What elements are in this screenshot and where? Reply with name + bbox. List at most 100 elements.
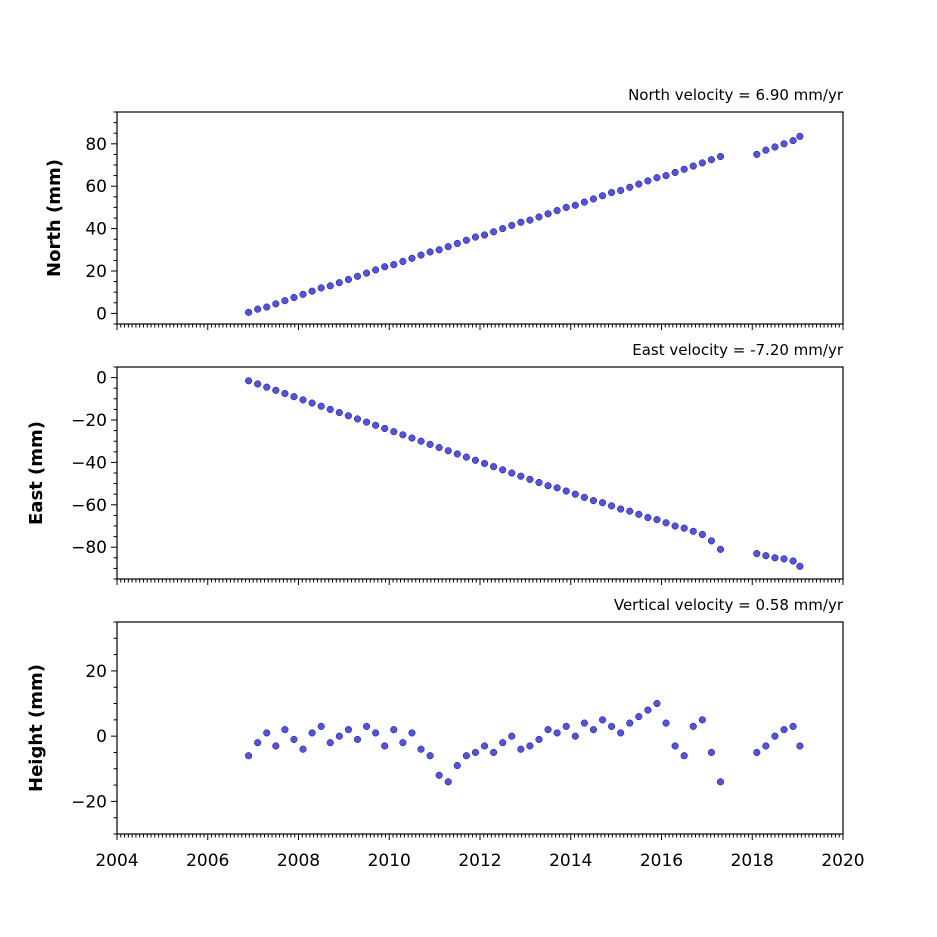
north-y-tick-label: 60 bbox=[85, 177, 107, 197]
east-panel: East velocity = -7.20 mm/yr East (mm) 0 −… bbox=[26, 341, 844, 585]
height-data-point bbox=[789, 722, 797, 730]
east-data-point bbox=[499, 466, 507, 474]
east-data-point bbox=[598, 499, 607, 507]
north-data-point bbox=[789, 137, 797, 145]
north-data-point bbox=[326, 282, 334, 290]
height-data-point bbox=[698, 716, 706, 724]
east-x-ticks bbox=[116, 579, 844, 585]
north-data-point bbox=[263, 303, 271, 311]
north-data-point bbox=[490, 228, 498, 236]
east-data-point bbox=[571, 490, 579, 498]
east-data-point bbox=[762, 552, 770, 560]
north-data-point bbox=[598, 192, 607, 200]
north-data-point bbox=[698, 159, 706, 167]
east-data-point bbox=[480, 459, 489, 468]
height-panel-title: Vertical velocity = 0.58 mm/yr bbox=[614, 596, 844, 614]
height-data-point bbox=[535, 735, 543, 743]
height-data-point bbox=[299, 745, 307, 753]
east-data-point bbox=[281, 389, 289, 398]
height-data-point bbox=[245, 752, 253, 760]
east-data-point bbox=[290, 393, 298, 401]
height-data-point bbox=[317, 722, 325, 730]
north-y-ticks: 0 20 40 60 80 bbox=[85, 111, 117, 325]
north-data-point bbox=[290, 293, 298, 302]
east-data-point bbox=[317, 402, 325, 410]
north-data-point bbox=[272, 300, 280, 308]
north-data-point bbox=[680, 165, 688, 173]
east-data-point bbox=[771, 554, 779, 562]
east-data-point bbox=[381, 424, 389, 433]
north-data-point bbox=[535, 213, 543, 221]
height-data-point bbox=[326, 739, 334, 747]
height-data-point bbox=[353, 735, 362, 743]
height-data-point bbox=[517, 745, 525, 753]
north-data-point bbox=[571, 201, 579, 209]
height-data-point bbox=[399, 739, 407, 747]
height-y-tick-label: −20 bbox=[71, 792, 107, 812]
height-data-point bbox=[762, 742, 770, 750]
east-data-point bbox=[254, 380, 262, 388]
x-tick-label: 2008 bbox=[277, 851, 320, 871]
north-x-ticks bbox=[116, 324, 844, 330]
height-data-point bbox=[335, 732, 343, 740]
height-data-point bbox=[562, 722, 570, 730]
east-data-point bbox=[399, 431, 407, 439]
east-data-point bbox=[490, 463, 498, 471]
east-data-point bbox=[417, 437, 425, 445]
height-data-point bbox=[707, 748, 715, 757]
x-tick-label: 2012 bbox=[458, 851, 501, 871]
east-data-point bbox=[544, 482, 552, 490]
north-data-point bbox=[462, 236, 470, 244]
east-data-point bbox=[508, 469, 516, 477]
height-data-point bbox=[580, 719, 588, 727]
height-data-point bbox=[272, 742, 280, 750]
height-data-point bbox=[363, 722, 371, 730]
north-data-point bbox=[390, 261, 398, 269]
height-data-point bbox=[771, 732, 779, 740]
east-data-point bbox=[662, 519, 670, 527]
height-data-point bbox=[598, 716, 607, 724]
height-data-point bbox=[381, 742, 389, 750]
north-data-point bbox=[299, 290, 307, 298]
north-data-point bbox=[399, 257, 407, 266]
east-data-point bbox=[517, 472, 525, 480]
north-data-point bbox=[762, 146, 770, 154]
height-data-point bbox=[263, 729, 271, 737]
height-x-ticks bbox=[116, 834, 844, 840]
height-data-point bbox=[281, 726, 289, 734]
north-data-point bbox=[753, 150, 761, 158]
x-tick-labels: 2004 2006 2008 2010 2012 2014 2016 2018 2020 bbox=[95, 851, 864, 871]
east-points bbox=[245, 377, 804, 570]
north-data-point bbox=[254, 305, 262, 313]
east-data-point bbox=[390, 428, 398, 436]
north-data-point bbox=[308, 287, 316, 295]
north-data-point bbox=[626, 183, 634, 191]
height-data-point bbox=[553, 729, 561, 737]
east-data-point bbox=[363, 418, 371, 426]
north-data-point bbox=[335, 279, 343, 287]
height-data-point bbox=[635, 713, 643, 721]
east-data-point bbox=[698, 530, 706, 539]
north-data-point bbox=[796, 132, 804, 140]
east-data-point bbox=[796, 562, 804, 570]
north-data-point bbox=[281, 297, 289, 305]
height-data-point bbox=[626, 719, 634, 727]
north-data-point bbox=[608, 189, 616, 197]
north-data-point bbox=[408, 254, 416, 262]
height-data-point bbox=[680, 752, 688, 760]
east-data-point bbox=[626, 507, 634, 515]
height-data-point bbox=[508, 732, 516, 740]
north-y-tick-label: 20 bbox=[85, 262, 107, 282]
east-data-point bbox=[535, 478, 543, 487]
height-data-point bbox=[608, 722, 616, 730]
north-y-tick-label: 40 bbox=[85, 220, 107, 240]
east-y-tick-label: 0 bbox=[96, 369, 107, 389]
east-data-point bbox=[326, 405, 334, 413]
north-y-tick-label: 80 bbox=[85, 135, 107, 155]
north-panel-title: North velocity = 6.90 mm/yr bbox=[628, 86, 844, 104]
east-y-tick-label: −20 bbox=[71, 411, 107, 431]
x-tick-label: 2020 bbox=[821, 851, 864, 871]
x-tick-label: 2018 bbox=[731, 851, 774, 871]
east-data-point bbox=[589, 497, 597, 505]
